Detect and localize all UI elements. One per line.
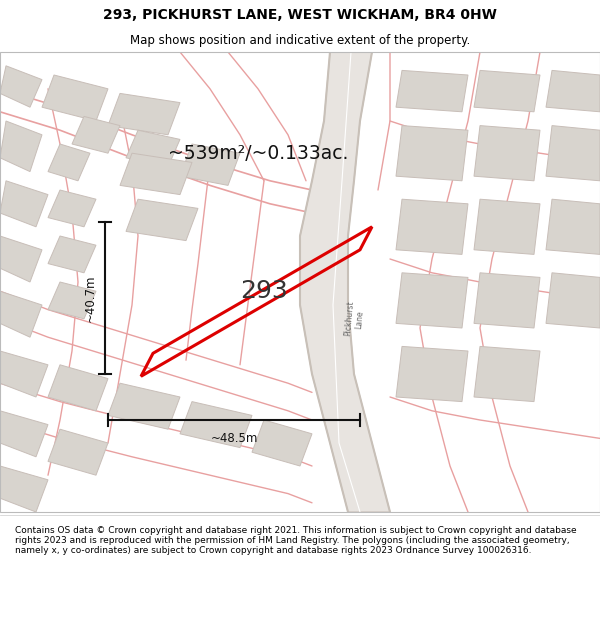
- Polygon shape: [42, 75, 108, 121]
- Text: ~40.7m: ~40.7m: [83, 274, 97, 322]
- Polygon shape: [0, 411, 48, 457]
- Polygon shape: [396, 346, 468, 402]
- Polygon shape: [120, 153, 192, 194]
- Polygon shape: [48, 190, 96, 227]
- Polygon shape: [48, 429, 108, 475]
- Polygon shape: [0, 291, 42, 338]
- Polygon shape: [108, 383, 180, 429]
- Polygon shape: [396, 272, 468, 328]
- Polygon shape: [48, 365, 108, 411]
- Polygon shape: [0, 121, 42, 172]
- Polygon shape: [180, 144, 240, 186]
- Polygon shape: [474, 272, 540, 328]
- Polygon shape: [48, 144, 90, 181]
- Polygon shape: [546, 71, 600, 112]
- Polygon shape: [300, 52, 390, 512]
- Text: Contains OS data © Crown copyright and database right 2021. This information is : Contains OS data © Crown copyright and d…: [15, 526, 577, 556]
- Polygon shape: [474, 346, 540, 402]
- Polygon shape: [546, 272, 600, 328]
- Text: Pickhurst
Lane: Pickhurst Lane: [343, 300, 365, 338]
- Polygon shape: [180, 402, 252, 448]
- Polygon shape: [546, 199, 600, 254]
- Polygon shape: [396, 71, 468, 112]
- Text: 293: 293: [240, 279, 288, 303]
- Text: ~48.5m: ~48.5m: [211, 432, 257, 445]
- Polygon shape: [72, 116, 120, 153]
- Polygon shape: [0, 236, 42, 282]
- Polygon shape: [396, 199, 468, 254]
- Polygon shape: [48, 236, 96, 272]
- Polygon shape: [126, 130, 180, 167]
- Polygon shape: [546, 126, 600, 181]
- Text: 293, PICKHURST LANE, WEST WICKHAM, BR4 0HW: 293, PICKHURST LANE, WEST WICKHAM, BR4 0…: [103, 8, 497, 21]
- Polygon shape: [474, 199, 540, 254]
- Polygon shape: [252, 420, 312, 466]
- Polygon shape: [0, 66, 42, 108]
- Polygon shape: [0, 351, 48, 397]
- Text: Map shows position and indicative extent of the property.: Map shows position and indicative extent…: [130, 34, 470, 47]
- Polygon shape: [48, 282, 96, 319]
- Polygon shape: [474, 71, 540, 112]
- Polygon shape: [474, 126, 540, 181]
- Polygon shape: [0, 181, 48, 227]
- Polygon shape: [396, 126, 468, 181]
- Polygon shape: [126, 199, 198, 241]
- Polygon shape: [108, 93, 180, 135]
- Polygon shape: [0, 466, 48, 512]
- Text: ~539m²/~0.133ac.: ~539m²/~0.133ac.: [168, 144, 349, 162]
